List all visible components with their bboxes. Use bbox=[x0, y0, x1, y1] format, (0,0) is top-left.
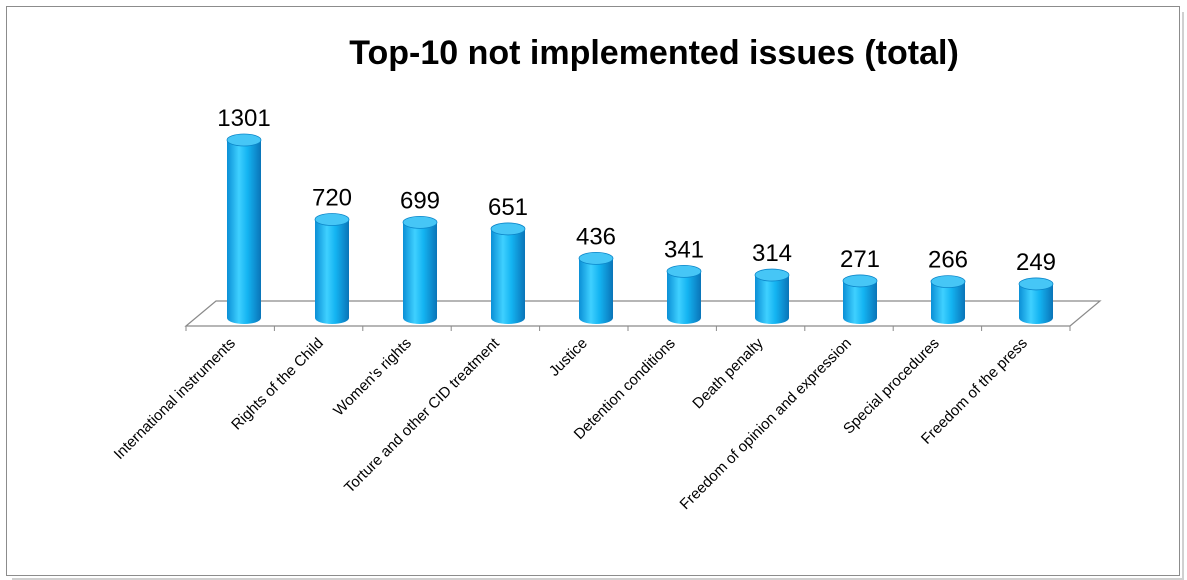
data-label: 1301 bbox=[217, 105, 270, 132]
data-label: 436 bbox=[576, 223, 616, 250]
bar-body bbox=[403, 222, 437, 324]
category-label: Women's rights bbox=[330, 335, 415, 420]
bar bbox=[314, 213, 350, 324]
data-label: 314 bbox=[752, 240, 792, 267]
bar bbox=[666, 264, 702, 324]
bar bbox=[402, 215, 438, 324]
bar bbox=[930, 275, 966, 324]
bar bbox=[1018, 277, 1054, 324]
bar-body bbox=[667, 271, 701, 324]
bar-top bbox=[754, 268, 790, 282]
data-label: 249 bbox=[1016, 249, 1056, 276]
category-label: Special procedures bbox=[840, 335, 943, 438]
category-label: Freedom of opinion and expression bbox=[677, 335, 855, 513]
data-label: 699 bbox=[400, 187, 440, 214]
bar-body bbox=[579, 258, 613, 324]
bar-body bbox=[843, 280, 877, 324]
bars bbox=[226, 133, 1054, 324]
bar bbox=[754, 268, 790, 324]
category-label: Rights of the Child bbox=[228, 335, 327, 434]
bar-top bbox=[578, 251, 614, 265]
bar-top bbox=[930, 275, 966, 289]
bar bbox=[578, 251, 614, 324]
data-labels: 1301 720 699 651 436 341 314 271 266 249 bbox=[217, 105, 1056, 276]
category-label: Justice bbox=[546, 335, 591, 380]
bar-top bbox=[1018, 277, 1054, 291]
bar-body bbox=[931, 281, 965, 324]
category-label: Detention conditions bbox=[571, 335, 679, 443]
category-label: Torture and other CID treatment bbox=[341, 334, 503, 496]
bar-top bbox=[402, 215, 438, 229]
data-label: 720 bbox=[312, 184, 352, 211]
bar-top bbox=[842, 274, 878, 288]
bar-body bbox=[491, 228, 525, 324]
chart-title: Top-10 not implemented issues (total) bbox=[349, 34, 959, 72]
bar-body bbox=[315, 219, 349, 324]
bar-top bbox=[666, 264, 702, 278]
data-label: 651 bbox=[488, 194, 528, 221]
data-label: 266 bbox=[928, 247, 968, 274]
bar-body bbox=[755, 275, 789, 324]
bar-body bbox=[1019, 283, 1053, 324]
category-label: Death penalty bbox=[689, 334, 767, 412]
bar-top bbox=[314, 213, 350, 226]
data-label: 271 bbox=[840, 246, 880, 273]
bar-body bbox=[227, 140, 261, 324]
bar-top bbox=[226, 133, 262, 147]
bar bbox=[226, 133, 262, 324]
category-label: International instruments bbox=[111, 335, 239, 463]
data-label: 341 bbox=[664, 236, 704, 263]
bar bbox=[490, 222, 526, 324]
bar-top bbox=[490, 222, 526, 236]
bar bbox=[842, 274, 878, 324]
